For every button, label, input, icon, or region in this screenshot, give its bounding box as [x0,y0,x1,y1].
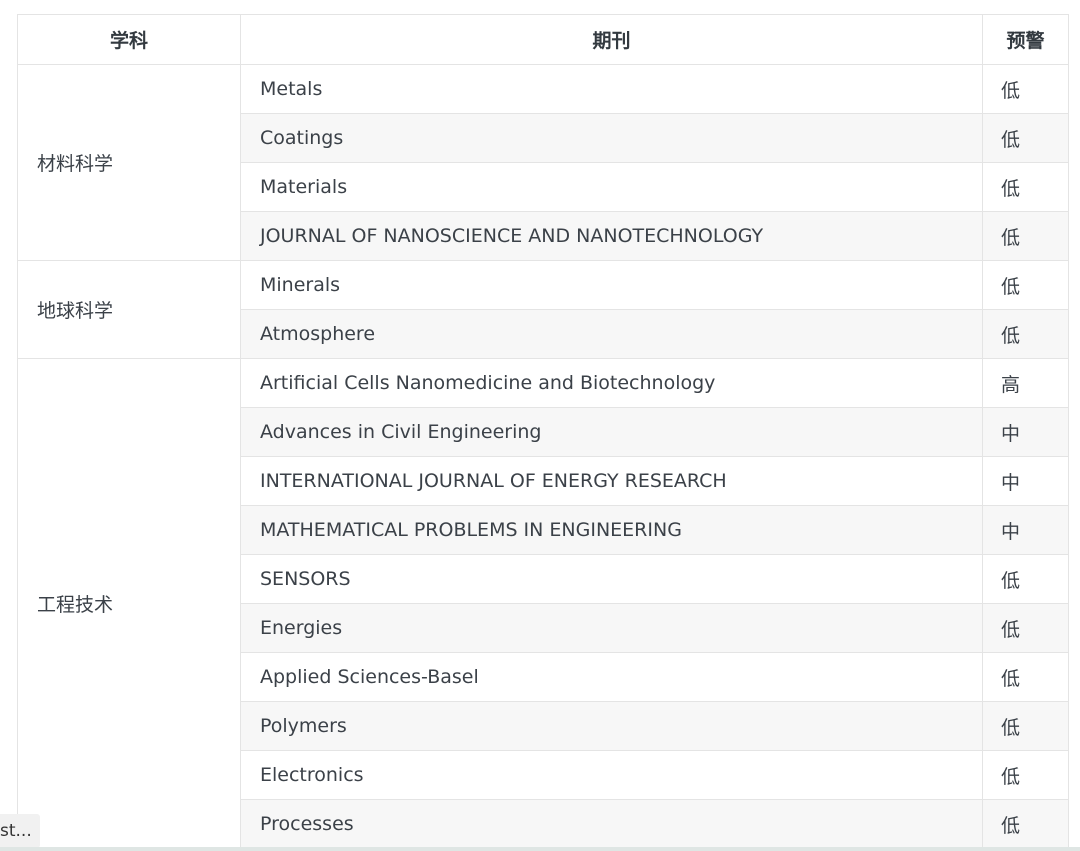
table-row: Applied Sciences-Basel 低 [18,652,1069,702]
header-journal: 期刊 [240,14,983,65]
table-row: 工程技术 Artificial Cells Nanomedicine and Bi… [17,358,1069,849]
journal-warning-table: 学科 期刊 预警 材料科学 Metals 低 Coatings 低 Materials 低 J… [17,14,1069,849]
journal-cell: Artificial Cells Nanomedicine and Biotec… [240,358,983,408]
header-warning: 预警 [982,14,1069,65]
warning-cell: 低 [982,309,1069,359]
table-row: Coatings 低 [18,113,1069,163]
journal-cell: Minerals [240,260,983,310]
table-row: JOURNAL OF NANOSCIENCE AND NANOTECHNOLOG… [18,211,1069,261]
table-row: Advances in Civil Engineering 中 [18,407,1069,457]
journal-cell: Polymers [240,701,983,751]
journal-cell: Materials [240,162,983,212]
journal-cell: INTERNATIONAL JOURNAL OF ENERGY RESEARCH [240,456,983,506]
header-subject: 学科 [17,14,241,65]
journal-cell: Processes [240,799,983,849]
table-row: Electronics 低 [18,750,1069,800]
subject-cell: 材料科学 [17,64,241,261]
table-row: INTERNATIONAL JOURNAL OF ENERGY RESEARCH… [18,456,1069,506]
warning-cell: 低 [982,701,1069,751]
table-row: Processes 低 [18,799,1069,849]
header-row: 学科 期刊 预警 [17,14,1069,65]
table-row: Energies 低 [18,603,1069,653]
journal-cell: Advances in Civil Engineering [240,407,983,457]
journal-cell: Coatings [240,113,983,163]
warning-cell: 低 [982,162,1069,212]
warning-cell: 高 [982,358,1069,408]
journal-cell: Energies [240,603,983,653]
warning-cell: 低 [982,211,1069,261]
bottom-bar [0,847,1080,851]
warning-cell: 低 [982,554,1069,604]
warning-cell: 中 [982,407,1069,457]
warning-cell: 低 [982,750,1069,800]
journal-cell: JOURNAL OF NANOSCIENCE AND NANOTECHNOLOG… [240,211,983,261]
warning-cell: 低 [982,603,1069,653]
subject-cell: 工程技术 [17,358,241,849]
warning-cell: 中 [982,456,1069,506]
journal-cell: Applied Sciences-Basel [240,652,983,702]
journal-cell: MATHEMATICAL PROBLEMS IN ENGINEERING [240,505,983,555]
table-row: Materials 低 [18,162,1069,212]
journal-cell: Atmosphere [240,309,983,359]
warning-cell: 低 [982,652,1069,702]
warning-cell: 低 [982,799,1069,849]
table-row: Atmosphere 低 [18,309,1069,359]
warning-cell: 低 [982,64,1069,114]
table-row: 材料科学 Metals 低 [17,64,1069,261]
table-row: Polymers 低 [18,701,1069,751]
table-row: 地球科学 Minerals 低 [17,260,1069,359]
journal-cell: SENSORS [240,554,983,604]
table-row: SENSORS 低 [18,554,1069,604]
warning-cell: 中 [982,505,1069,555]
tooltip: st... [0,814,40,848]
table-row: MATHEMATICAL PROBLEMS IN ENGINEERING 中 [18,505,1069,555]
warning-cell: 低 [982,113,1069,163]
journal-cell: Metals [240,64,983,114]
journal-cell: Electronics [240,750,983,800]
warning-cell: 低 [982,260,1069,310]
subject-cell: 地球科学 [17,260,241,359]
